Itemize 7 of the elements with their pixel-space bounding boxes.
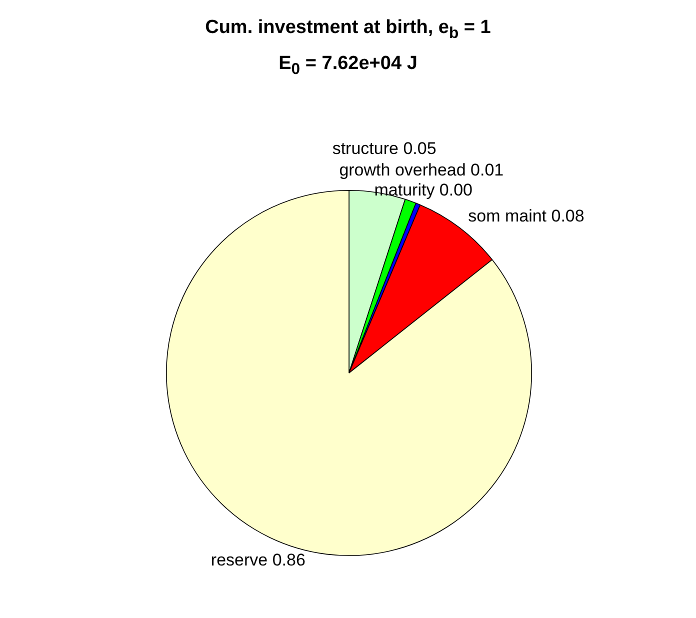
slice-label: som maint 0.08 <box>468 206 584 226</box>
chart-title: Cum. investment at birth, e$_{b}$ = 1 <box>204 16 492 44</box>
slice-label: growth overhead 0.01 <box>339 160 504 180</box>
slice-label: structure 0.05 <box>332 138 436 158</box>
chart-subtitle: E$_{0}$ = 7.62e+04 J <box>278 52 418 80</box>
slice-label: reserve 0.86 <box>210 550 306 570</box>
slice-label: maturity 0.00 <box>374 180 473 200</box>
